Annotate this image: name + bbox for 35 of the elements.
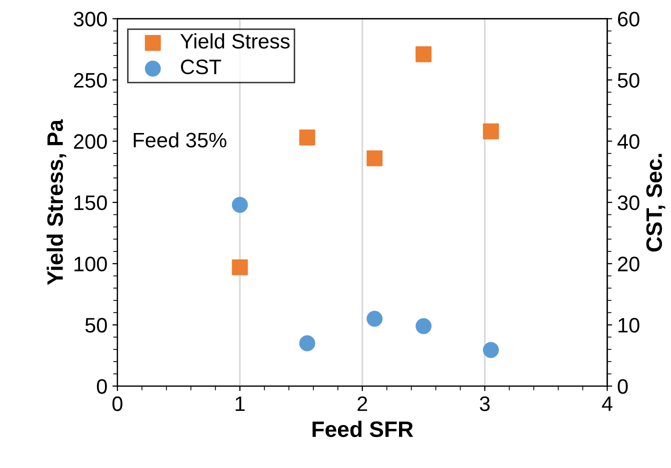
y2-tick-label: 30	[618, 195, 640, 210]
y-tick-label: 0	[96, 379, 107, 394]
y-tick-label: 300	[74, 12, 107, 26]
point	[482, 342, 499, 358]
y-tick-label: 250	[74, 72, 107, 88]
x-tick-label: 3	[480, 396, 490, 412]
legend-label: CST	[180, 60, 222, 74]
x-tick-label: 4	[602, 396, 612, 411]
point	[366, 150, 383, 166]
y2-tick-label: 0	[618, 379, 628, 394]
y-tick-label: 200	[74, 134, 107, 149]
point	[299, 335, 316, 352]
y-tick-label: 150	[74, 195, 107, 210]
y2-tick-label: 40	[617, 134, 640, 149]
y2-tick-label: 10	[618, 318, 640, 333]
y-axis-title: Yield Stress, Pa	[46, 119, 66, 285]
y-tick-label: 50	[85, 318, 107, 333]
y2-axis-title: CST, Sec.	[646, 154, 666, 252]
point	[482, 123, 499, 140]
point	[366, 310, 383, 327]
x-tick-label: 0	[112, 396, 122, 412]
y2-tick-label: 60	[618, 12, 640, 26]
annotation: Feed 35%	[134, 132, 226, 148]
x-axis-title: Feed SFR	[312, 420, 414, 438]
x-tick-label: 2	[358, 396, 368, 411]
point	[232, 196, 248, 213]
point	[416, 46, 432, 62]
y2-tick-label: 50	[618, 72, 640, 88]
y2-tick-label: 20	[618, 256, 640, 272]
point	[416, 318, 432, 334]
x-tick-label: 1	[236, 396, 245, 411]
point	[299, 130, 316, 146]
legend-label: Yield Stress	[180, 33, 290, 49]
point	[232, 259, 248, 276]
y-tick-label: 100	[74, 256, 107, 272]
